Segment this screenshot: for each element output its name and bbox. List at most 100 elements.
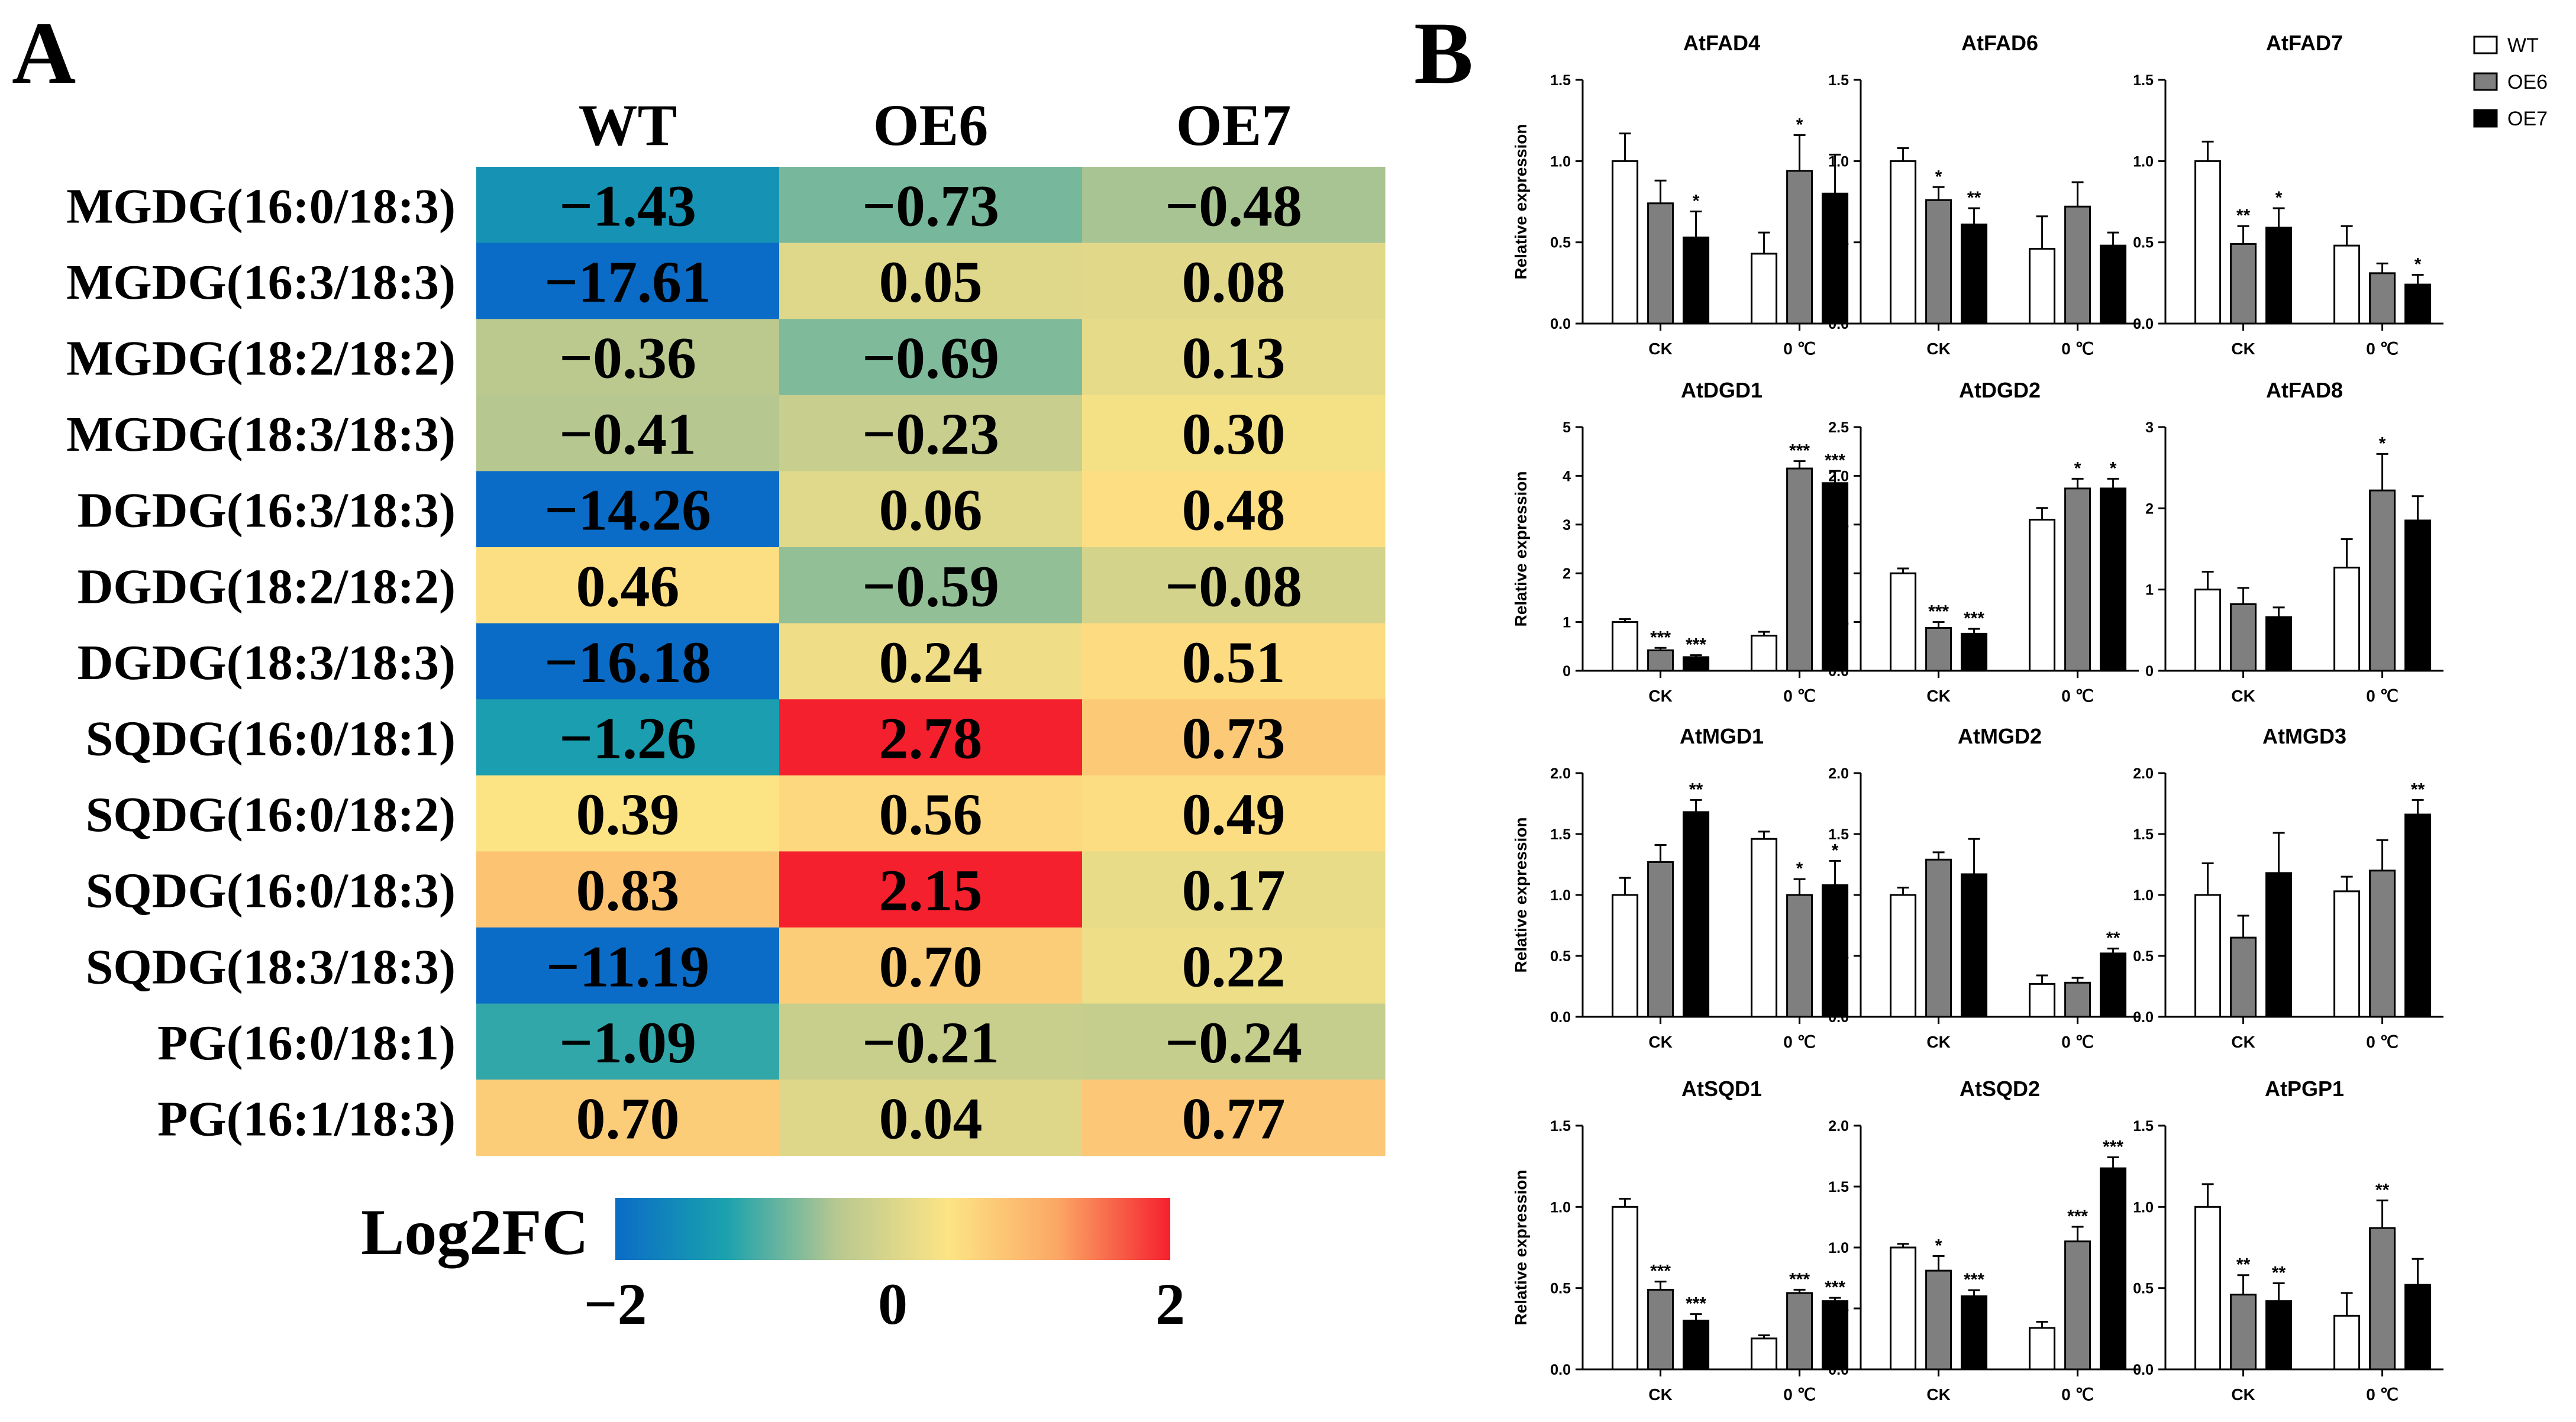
- heatmap-cell: [779, 851, 1083, 928]
- bar: [2064, 487, 2091, 672]
- x-category-label: 0 ℃: [2061, 340, 2094, 358]
- bar: [1612, 160, 1639, 325]
- bar: [2333, 1314, 2361, 1371]
- legend: WT OE6 OE7: [2473, 34, 2548, 130]
- bar: [2194, 160, 2222, 325]
- heatmap-cell-value: 0.77: [1182, 1086, 1286, 1152]
- bar: [2404, 283, 2432, 325]
- y-tick-label: 0.0: [2133, 1362, 2154, 1378]
- heatmap-cell-value: 0.73: [1182, 706, 1286, 771]
- heatmap-row-label: SQDG(16:0/18:2): [86, 787, 456, 842]
- x-category-label: CK: [1926, 1385, 1950, 1404]
- heatmap-row-label: PG(16:0/18:1): [157, 1016, 456, 1071]
- significance-mark: **: [2236, 206, 2251, 225]
- bar: [1890, 572, 1917, 672]
- bar-subplot: AtFAD8 0 1 2 3 CK 0 ℃ *: [2145, 378, 2443, 705]
- bar: [1683, 236, 1710, 325]
- y-tick-label: 0.5: [1828, 615, 1849, 631]
- heatmap-cell-value: 0.56: [879, 781, 983, 847]
- y-tick-label: 1.5: [1550, 1118, 1571, 1135]
- bar: [1612, 621, 1639, 672]
- x-category-label: 0 ℃: [1783, 340, 1816, 358]
- x-category-label: CK: [1648, 340, 1672, 358]
- y-tick-label: 2.0: [1550, 765, 1571, 782]
- y-tick-label: 2.0: [1828, 1118, 1849, 1135]
- heatmap-cell: [476, 775, 780, 852]
- subplot-title: AtFAD4: [1683, 31, 1760, 55]
- bar-subplot: AtDGD2 0.0 0.5 1.0 1.5 2.0 2.5 CK *** *** 0 ℃ * *: [1828, 378, 2139, 705]
- heatmap-cell: [1082, 851, 1386, 928]
- heatmap-cell: [779, 1003, 1083, 1080]
- y-tick-label: 0.5: [1828, 948, 1849, 965]
- heatmap-cell-value: 0.30: [1182, 401, 1286, 467]
- heatmap-cell: [779, 775, 1083, 852]
- colorbar-tick-label: −2: [584, 1271, 647, 1337]
- heatmap-row-label: DGDG(16:3/18:3): [78, 483, 456, 538]
- subplot-title: AtFAD8: [2266, 378, 2343, 402]
- significance-mark: ***: [1686, 635, 1706, 655]
- bar: [1961, 1295, 1988, 1371]
- bar: [1890, 160, 1917, 325]
- bar-subplot: AtMGD2 0.0 0.5 1.0 1.5 2.0 CK 0 ℃ **: [1828, 724, 2139, 1051]
- bar: [2064, 1240, 2091, 1371]
- significance-mark: ***: [1789, 441, 1810, 461]
- y-tick-label: 0: [2145, 663, 2154, 680]
- significance-mark: ***: [1964, 609, 1984, 628]
- x-category-label: 0 ℃: [2366, 687, 2399, 705]
- y-tick-label: 1.0: [1550, 1199, 1571, 1216]
- heatmap-cell: [476, 851, 780, 928]
- y-tick-label: 0.5: [1550, 235, 1571, 251]
- heatmap-cell-value: −11.19: [546, 933, 709, 999]
- bar: [1683, 811, 1710, 1018]
- subplot-title: AtPGP1: [2265, 1077, 2344, 1101]
- significance-mark: **: [2236, 1255, 2251, 1275]
- bar: [2029, 248, 2056, 325]
- bar: [1647, 649, 1674, 672]
- bar: [2230, 936, 2257, 1018]
- x-category-label: 0 ℃: [1783, 687, 1816, 705]
- heatmap-cell: [1082, 927, 1386, 1004]
- heatmap-cell: [1082, 395, 1386, 471]
- x-category-label: CK: [1926, 340, 1950, 358]
- y-tick-label: 1.0: [1828, 887, 1849, 904]
- heatmap-cell-value: 0.70: [576, 1086, 680, 1152]
- y-tick-label: 1.5: [2133, 1118, 2154, 1135]
- heatmap-cell-value: −0.73: [862, 173, 999, 238]
- colorbar-gradient: [615, 1198, 1170, 1260]
- y-tick-label: 1.5: [1828, 1179, 1849, 1195]
- y-tick-label: 0.5: [1828, 235, 1849, 251]
- bar: [2265, 227, 2293, 325]
- y-tick-label: 1.0: [1828, 153, 1849, 170]
- y-tick-label: 2: [2145, 500, 2154, 517]
- y-tick-label: 2.0: [1828, 765, 1849, 782]
- x-category-label: CK: [2231, 687, 2255, 705]
- heatmap-cell-value: −1.26: [559, 706, 696, 771]
- legend-swatch: [2473, 35, 2498, 54]
- bar: [2265, 872, 2293, 1018]
- bar: [1961, 223, 1988, 325]
- x-category-label: 0 ℃: [1783, 1385, 1816, 1404]
- significance-mark: **: [2272, 1263, 2286, 1282]
- bar: [2369, 272, 2396, 325]
- heatmap-cell: [779, 547, 1083, 624]
- y-tick-label: 1.5: [1828, 826, 1849, 843]
- heatmap-cell: [1082, 319, 1386, 396]
- significance-mark: ***: [1825, 451, 1845, 470]
- significance-mark: ***: [1650, 628, 1671, 647]
- bar-subplot: AtDGD1 0 1 2 3 4 5 Relative expression CK *** *** 0…: [1512, 378, 1861, 705]
- bar: [2029, 983, 2056, 1018]
- heatmap-cell-value: −0.23: [862, 401, 999, 467]
- heatmap-cell-value: 0.48: [1182, 477, 1286, 543]
- bar: [1612, 894, 1639, 1018]
- significance-mark: ***: [1789, 1269, 1810, 1289]
- legend-label: OE7: [2507, 108, 2548, 130]
- heatmap-cell: [476, 395, 780, 471]
- y-axis-label: Relative expression: [1512, 817, 1530, 972]
- y-tick-label: 0.0: [1550, 316, 1571, 332]
- y-tick-label: 3: [2145, 419, 2154, 436]
- bar: [1751, 838, 1778, 1018]
- heatmap-cell-value: −0.21: [862, 1010, 999, 1075]
- heatmap-cell-value: 0.06: [879, 477, 983, 543]
- y-tick-label: 0.0: [2133, 316, 2154, 332]
- bar: [2404, 519, 2432, 672]
